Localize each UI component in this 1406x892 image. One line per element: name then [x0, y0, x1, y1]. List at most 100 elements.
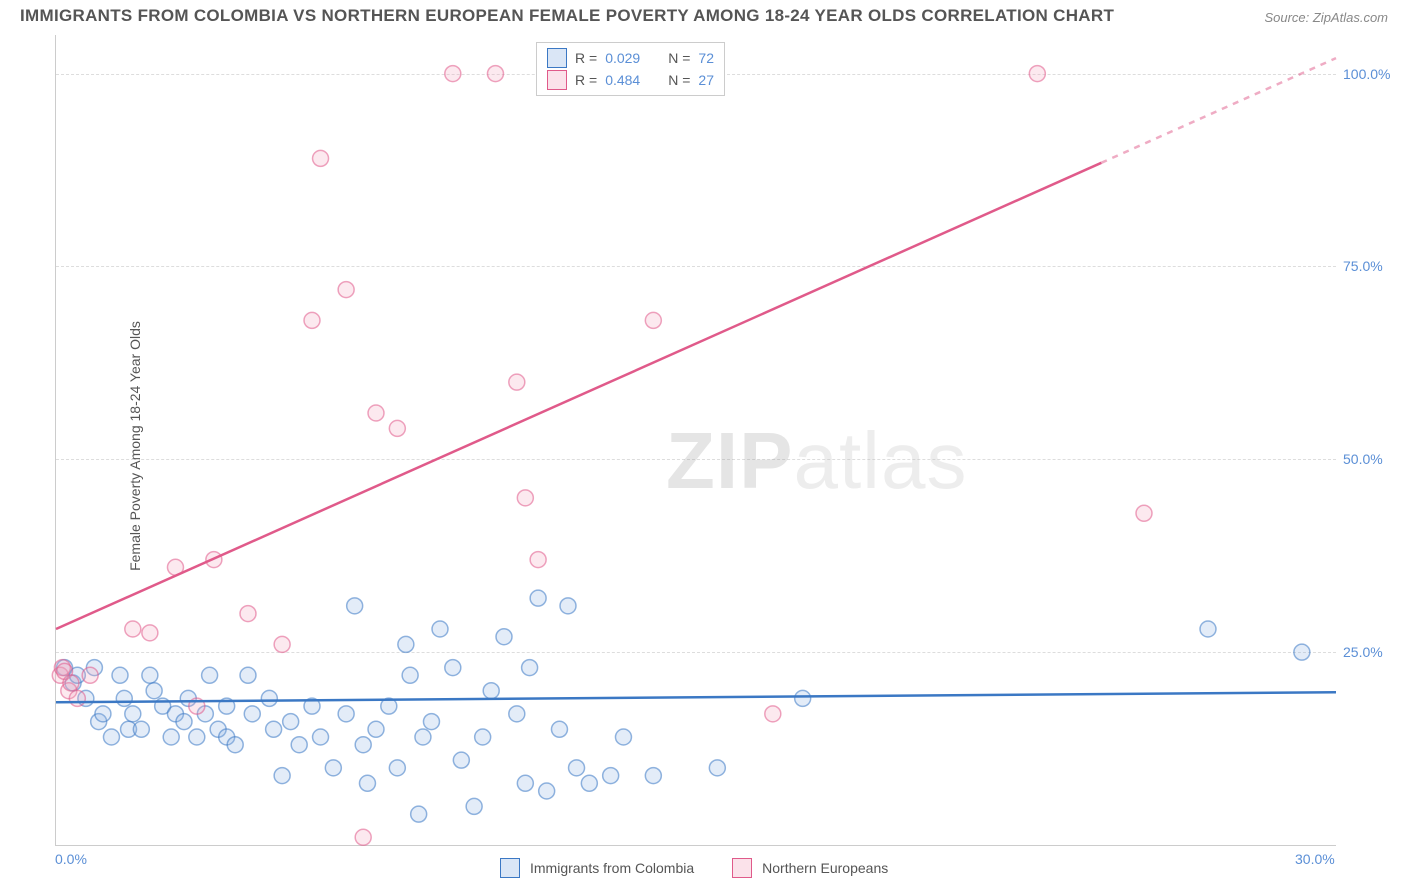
data-point-colombia — [266, 721, 282, 737]
legend-swatch — [732, 858, 752, 878]
data-point-colombia — [389, 760, 405, 776]
data-point-northern_european — [338, 282, 354, 298]
correlation-legend: R = 0.029 N = 72 R = 0.484 N = 27 — [536, 42, 725, 96]
data-point-northern_european — [313, 150, 329, 166]
data-point-northern_european — [274, 636, 290, 652]
y-tick-label: 75.0% — [1343, 258, 1383, 274]
source-attribution: Source: ZipAtlas.com — [1264, 10, 1388, 25]
legend-swatch — [547, 48, 567, 68]
data-point-northern_european — [355, 829, 371, 845]
data-point-colombia — [645, 768, 661, 784]
data-point-northern_european — [368, 405, 384, 421]
trend-line-northern_european — [56, 163, 1101, 629]
data-point-colombia — [347, 598, 363, 614]
data-point-northern_european — [69, 690, 85, 706]
data-point-colombia — [274, 768, 290, 784]
data-point-northern_european — [125, 621, 141, 637]
data-point-colombia — [125, 706, 141, 722]
data-point-colombia — [795, 690, 811, 706]
data-point-colombia — [560, 598, 576, 614]
data-point-northern_european — [1029, 66, 1045, 82]
y-tick-label: 50.0% — [1343, 451, 1383, 467]
data-point-northern_european — [517, 490, 533, 506]
legend-swatch — [500, 858, 520, 878]
data-point-colombia — [453, 752, 469, 768]
legend-n-value: 72 — [698, 50, 714, 66]
data-point-colombia — [291, 737, 307, 753]
data-point-northern_european — [509, 374, 525, 390]
data-point-colombia — [615, 729, 631, 745]
data-point-colombia — [283, 714, 299, 730]
data-point-colombia — [338, 706, 354, 722]
data-point-colombia — [466, 798, 482, 814]
legend-r-label: R = — [575, 72, 597, 88]
legend-n-label: N = — [668, 50, 690, 66]
data-point-northern_european — [487, 66, 503, 82]
series-legend: Immigrants from Colombia Northern Europea… — [500, 858, 916, 878]
chart-title: IMMIGRANTS FROM COLOMBIA VS NORTHERN EUR… — [20, 6, 1114, 26]
data-point-colombia — [1200, 621, 1216, 637]
legend-r-value: 0.029 — [605, 50, 640, 66]
legend-series-label: Immigrants from Colombia — [530, 860, 694, 876]
data-point-colombia — [415, 729, 431, 745]
data-point-northern_european — [63, 675, 79, 691]
data-point-colombia — [202, 667, 218, 683]
data-point-colombia — [116, 690, 132, 706]
data-point-colombia — [411, 806, 427, 822]
legend-r-value: 0.484 — [605, 72, 640, 88]
legend-row-colombia: R =0.029N =72 — [547, 47, 714, 69]
data-point-colombia — [432, 621, 448, 637]
data-point-colombia — [313, 729, 329, 745]
data-point-colombia — [398, 636, 414, 652]
data-point-colombia — [163, 729, 179, 745]
data-point-colombia — [355, 737, 371, 753]
trend-line-colombia — [56, 692, 1336, 702]
data-point-colombia — [483, 683, 499, 699]
data-point-colombia — [227, 737, 243, 753]
data-point-colombia — [261, 690, 277, 706]
data-point-colombia — [603, 768, 619, 784]
data-point-colombia — [522, 660, 538, 676]
data-point-colombia — [189, 729, 205, 745]
legend-n-value: 27 — [698, 72, 714, 88]
data-point-colombia — [359, 775, 375, 791]
data-point-colombia — [1294, 644, 1310, 660]
scatter-plot: ZIPatlas R =0.029N =72R =0.484N =27 — [55, 35, 1336, 846]
data-point-colombia — [709, 760, 725, 776]
trend-line-northern_european-dashed — [1101, 58, 1336, 163]
legend-series-label: Northern Europeans — [762, 860, 888, 876]
data-point-northern_european — [82, 667, 98, 683]
data-point-colombia — [509, 706, 525, 722]
y-tick-label: 25.0% — [1343, 644, 1383, 660]
data-point-colombia — [496, 629, 512, 645]
data-point-colombia — [240, 667, 256, 683]
data-point-colombia — [368, 721, 384, 737]
data-point-colombia — [244, 706, 260, 722]
data-point-northern_european — [142, 625, 158, 641]
data-point-colombia — [103, 729, 119, 745]
data-point-northern_european — [645, 312, 661, 328]
data-point-colombia — [142, 667, 158, 683]
legend-row-northern_european: R = 0.484 N = 27 — [547, 69, 714, 91]
data-point-colombia — [133, 721, 149, 737]
data-point-northern_european — [765, 706, 781, 722]
y-tick-label: 100.0% — [1343, 66, 1390, 82]
data-point-northern_european — [240, 606, 256, 622]
x-tick-label: 30.0% — [1295, 851, 1335, 867]
data-point-colombia — [530, 590, 546, 606]
data-point-colombia — [517, 775, 533, 791]
legend-swatch — [547, 70, 567, 90]
data-point-northern_european — [1136, 505, 1152, 521]
data-point-northern_european — [530, 552, 546, 568]
data-point-northern_european — [304, 312, 320, 328]
x-tick-label: 0.0% — [55, 851, 87, 867]
data-point-colombia — [445, 660, 461, 676]
data-point-colombia — [551, 721, 567, 737]
data-point-colombia — [475, 729, 491, 745]
data-point-colombia — [95, 706, 111, 722]
data-point-northern_european — [445, 66, 461, 82]
plot-svg — [56, 35, 1336, 845]
legend-n-label: N = — [668, 72, 690, 88]
data-point-colombia — [423, 714, 439, 730]
data-point-colombia — [539, 783, 555, 799]
